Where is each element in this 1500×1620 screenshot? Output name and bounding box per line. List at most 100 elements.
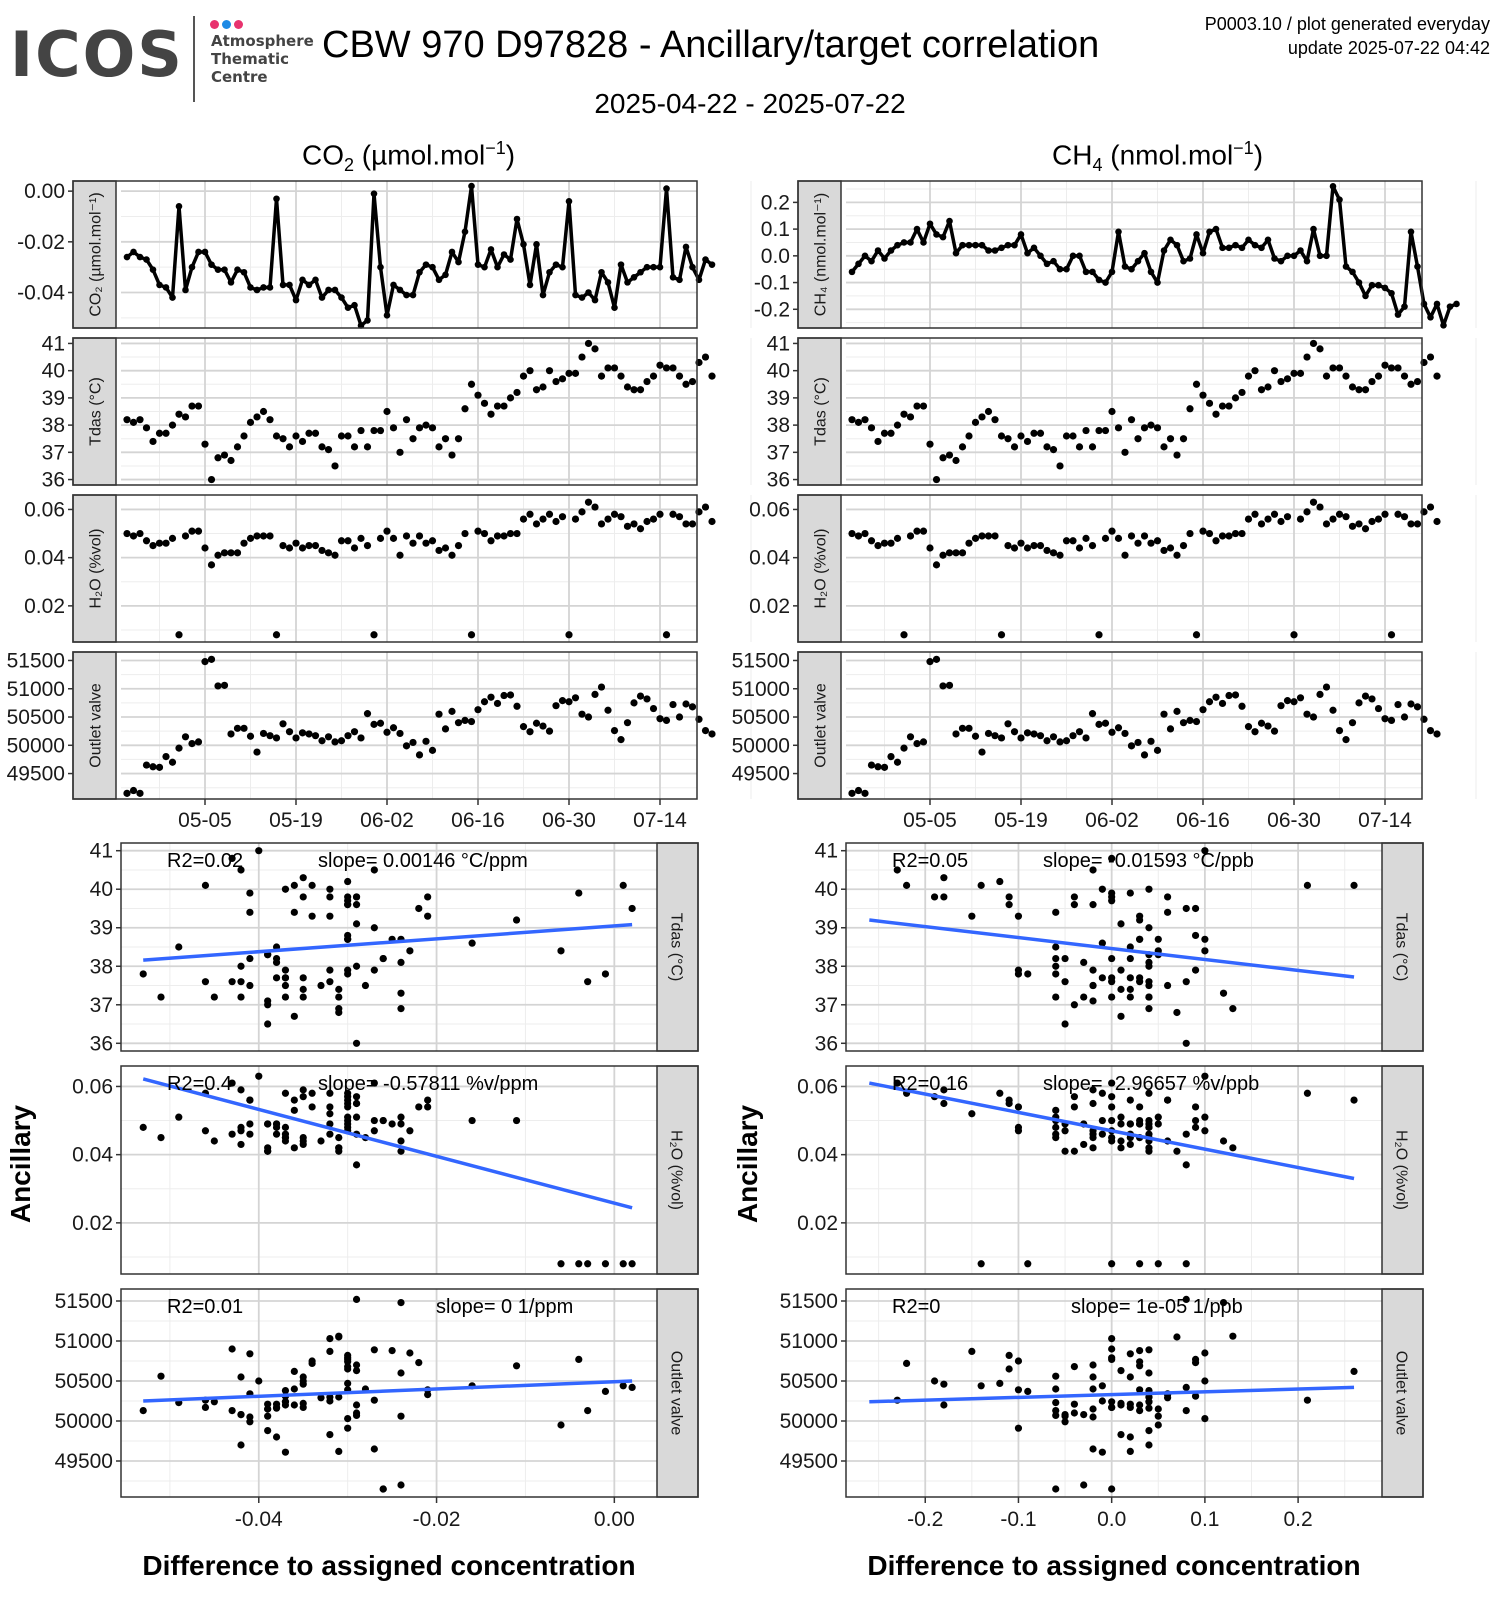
data-point bbox=[474, 706, 482, 714]
data-point bbox=[1251, 728, 1259, 736]
data-point bbox=[1089, 981, 1097, 990]
data-point bbox=[617, 513, 625, 521]
plot-id: P0003.10 / plot generated everyday bbox=[1204, 14, 1490, 34]
logo-line: Atmosphere bbox=[211, 32, 314, 50]
data-point bbox=[157, 1372, 165, 1380]
data-point bbox=[958, 724, 967, 732]
data-point bbox=[455, 258, 462, 266]
data-point bbox=[1238, 388, 1246, 397]
data-point bbox=[854, 786, 863, 795]
data-point bbox=[1219, 244, 1226, 252]
data-point bbox=[1080, 1411, 1088, 1419]
data-point bbox=[617, 372, 625, 380]
data-point bbox=[848, 789, 856, 797]
data-point bbox=[539, 383, 547, 391]
data-point bbox=[1251, 367, 1259, 375]
data-point bbox=[1219, 1137, 1228, 1145]
data-point bbox=[207, 655, 216, 663]
data-point bbox=[352, 1093, 361, 1101]
panel-background bbox=[121, 1066, 657, 1274]
data-point bbox=[571, 515, 580, 523]
data-point bbox=[1056, 265, 1064, 273]
data-point bbox=[907, 239, 914, 246]
data-point bbox=[228, 1130, 236, 1138]
regression-line bbox=[869, 1385, 1355, 1404]
data-point bbox=[259, 407, 268, 416]
y-tick-label: -0.1 bbox=[754, 272, 790, 295]
data-point bbox=[1160, 546, 1168, 555]
data-point bbox=[379, 954, 387, 963]
data-point bbox=[487, 410, 495, 418]
data-point bbox=[1101, 534, 1110, 542]
x-tick-label: 06-02 bbox=[360, 809, 414, 832]
data-point bbox=[237, 1086, 245, 1094]
data-point bbox=[1153, 424, 1162, 432]
data-point bbox=[1070, 893, 1078, 901]
data-point bbox=[253, 413, 261, 421]
data-point bbox=[952, 456, 960, 465]
data-point bbox=[977, 1382, 985, 1390]
y-tick-label: 40 bbox=[42, 360, 65, 383]
data-point bbox=[1108, 978, 1116, 986]
strip-background bbox=[1381, 1288, 1424, 1498]
data-point bbox=[1095, 276, 1103, 284]
data-point bbox=[352, 893, 361, 901]
data-point bbox=[1191, 1123, 1200, 1131]
data-point bbox=[272, 1120, 281, 1128]
data-point bbox=[352, 901, 361, 909]
data-point bbox=[650, 263, 657, 271]
co2-title-main: CO bbox=[302, 139, 344, 171]
logo-dot-icon bbox=[210, 20, 219, 29]
data-point bbox=[259, 729, 268, 738]
data-point bbox=[461, 228, 469, 235]
x-tick-label: -0.1 bbox=[1000, 1508, 1036, 1531]
data-point bbox=[1043, 443, 1051, 451]
data-point bbox=[708, 261, 716, 268]
data-point bbox=[1205, 529, 1214, 538]
data-point bbox=[326, 1335, 334, 1343]
data-point bbox=[335, 1393, 343, 1401]
x-axis-title: Difference to assigned concentration bbox=[867, 1550, 1360, 1581]
y-tick-label: 41 bbox=[767, 332, 790, 355]
data-point bbox=[1355, 386, 1363, 394]
y-tick-label: 0.06 bbox=[797, 1075, 838, 1098]
data-point bbox=[662, 631, 671, 639]
data-point bbox=[968, 1110, 976, 1118]
data-point bbox=[142, 537, 151, 545]
data-point bbox=[848, 529, 856, 538]
y-tick-label: 0.02 bbox=[797, 1212, 838, 1235]
data-point bbox=[214, 551, 222, 559]
data-point bbox=[201, 658, 209, 666]
data-point bbox=[881, 255, 888, 262]
data-point bbox=[326, 1089, 334, 1097]
data-point bbox=[1052, 1123, 1060, 1131]
data-point bbox=[422, 421, 430, 429]
data-point bbox=[597, 520, 606, 528]
data-point bbox=[848, 416, 856, 424]
data-point bbox=[1270, 510, 1279, 518]
data-point bbox=[1117, 966, 1125, 974]
data-point bbox=[558, 697, 567, 705]
data-point bbox=[1108, 954, 1116, 963]
data-point bbox=[1231, 394, 1240, 402]
data-point bbox=[1080, 1140, 1088, 1149]
date-range-subtitle: 2025-04-22 - 2025-07-22 bbox=[594, 88, 906, 119]
timeseries-panel-1-0: CH₄ (nmol.mol⁻¹) 0.2 0.1 0.0 -0.1 -0.2 bbox=[754, 180, 1477, 329]
data-point bbox=[377, 263, 384, 271]
data-point bbox=[939, 551, 947, 559]
data-point bbox=[1290, 369, 1298, 377]
data-point bbox=[575, 889, 583, 897]
data-point bbox=[424, 912, 432, 920]
data-point bbox=[402, 742, 411, 750]
data-point bbox=[1219, 1299, 1228, 1307]
data-point bbox=[201, 978, 210, 986]
data-point bbox=[1108, 1079, 1116, 1087]
strip-label: Outlet valve bbox=[668, 1351, 685, 1436]
data-point bbox=[1201, 1072, 1209, 1080]
y-tick-label: 49500 bbox=[7, 763, 65, 786]
data-point bbox=[264, 1001, 272, 1009]
data-point bbox=[299, 985, 307, 993]
data-point bbox=[604, 364, 612, 372]
data-point bbox=[656, 510, 664, 518]
data-point bbox=[370, 1396, 378, 1404]
